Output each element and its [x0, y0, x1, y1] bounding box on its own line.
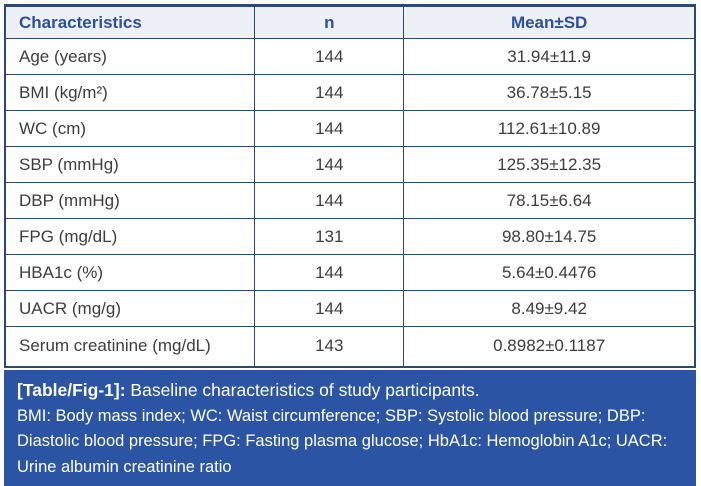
figure-caption: [Table/Fig-1]: Baseline characteristics …: [4, 370, 696, 486]
col-header-mean-sd: Mean±SD: [404, 6, 695, 39]
row-n: 144: [255, 255, 404, 291]
row-mean-sd: 78.15±6.64: [404, 183, 695, 219]
row-n: 144: [255, 147, 404, 183]
row-mean-sd: 8.49±9.42: [404, 291, 695, 327]
table-header-row: Characteristics n Mean±SD: [5, 6, 695, 39]
table-row: DBP (mmHg) 144 78.15±6.64: [5, 183, 695, 219]
table-row: HBA1c (%) 144 5.64±0.4476: [5, 255, 695, 291]
caption-title-line: [Table/Fig-1]: Baseline characteristics …: [17, 377, 683, 403]
row-n: 143: [255, 327, 404, 367]
table-row: Serum creatinine (mg/dL) 143 0.8982±0.11…: [5, 327, 695, 367]
row-label: HBA1c (%): [5, 255, 255, 291]
row-label: BMI (kg/m²): [5, 75, 255, 111]
row-mean-sd: 31.94±11.9: [404, 39, 695, 75]
row-mean-sd: 5.64±0.4476: [404, 255, 695, 291]
table-row: Age (years) 144 31.94±11.9: [5, 39, 695, 75]
row-mean-sd: 0.8982±0.1187: [404, 327, 695, 367]
table-row: BMI (kg/m²) 144 36.78±5.15: [5, 75, 695, 111]
table-figure: Characteristics n Mean±SD Age (years) 14…: [0, 0, 701, 475]
row-n: 144: [255, 291, 404, 327]
row-label: UACR (mg/g): [5, 291, 255, 327]
row-label: Age (years): [5, 39, 255, 75]
row-mean-sd: 112.61±10.89: [404, 111, 695, 147]
figure-label: [Table/Fig-1]:: [17, 380, 126, 400]
table-row: UACR (mg/g) 144 8.49±9.42: [5, 291, 695, 327]
row-n: 144: [255, 39, 404, 75]
row-mean-sd: 36.78±5.15: [404, 75, 695, 111]
row-n: 131: [255, 219, 404, 255]
table-row: SBP (mmHg) 144 125.35±12.35: [5, 147, 695, 183]
caption-title: Baseline characteristics of study partic…: [126, 380, 480, 400]
row-label: WC (cm): [5, 111, 255, 147]
row-n: 144: [255, 111, 404, 147]
row-mean-sd: 125.35±12.35: [404, 147, 695, 183]
caption-abbreviations: BMI: Body mass index; WC: Waist circumfe…: [17, 404, 683, 481]
row-label: FPG (mg/dL): [5, 219, 255, 255]
row-label: SBP (mmHg): [5, 147, 255, 183]
row-n: 144: [255, 183, 404, 219]
baseline-characteristics-table: Characteristics n Mean±SD Age (years) 14…: [4, 4, 696, 368]
row-label: DBP (mmHg): [5, 183, 255, 219]
row-mean-sd: 98.80±14.75: [404, 219, 695, 255]
row-label: Serum creatinine (mg/dL): [5, 327, 255, 367]
table-row: FPG (mg/dL) 131 98.80±14.75: [5, 219, 695, 255]
row-n: 144: [255, 75, 404, 111]
col-header-characteristics: Characteristics: [5, 6, 255, 39]
col-header-n: n: [255, 6, 404, 39]
table-row: WC (cm) 144 112.61±10.89: [5, 111, 695, 147]
